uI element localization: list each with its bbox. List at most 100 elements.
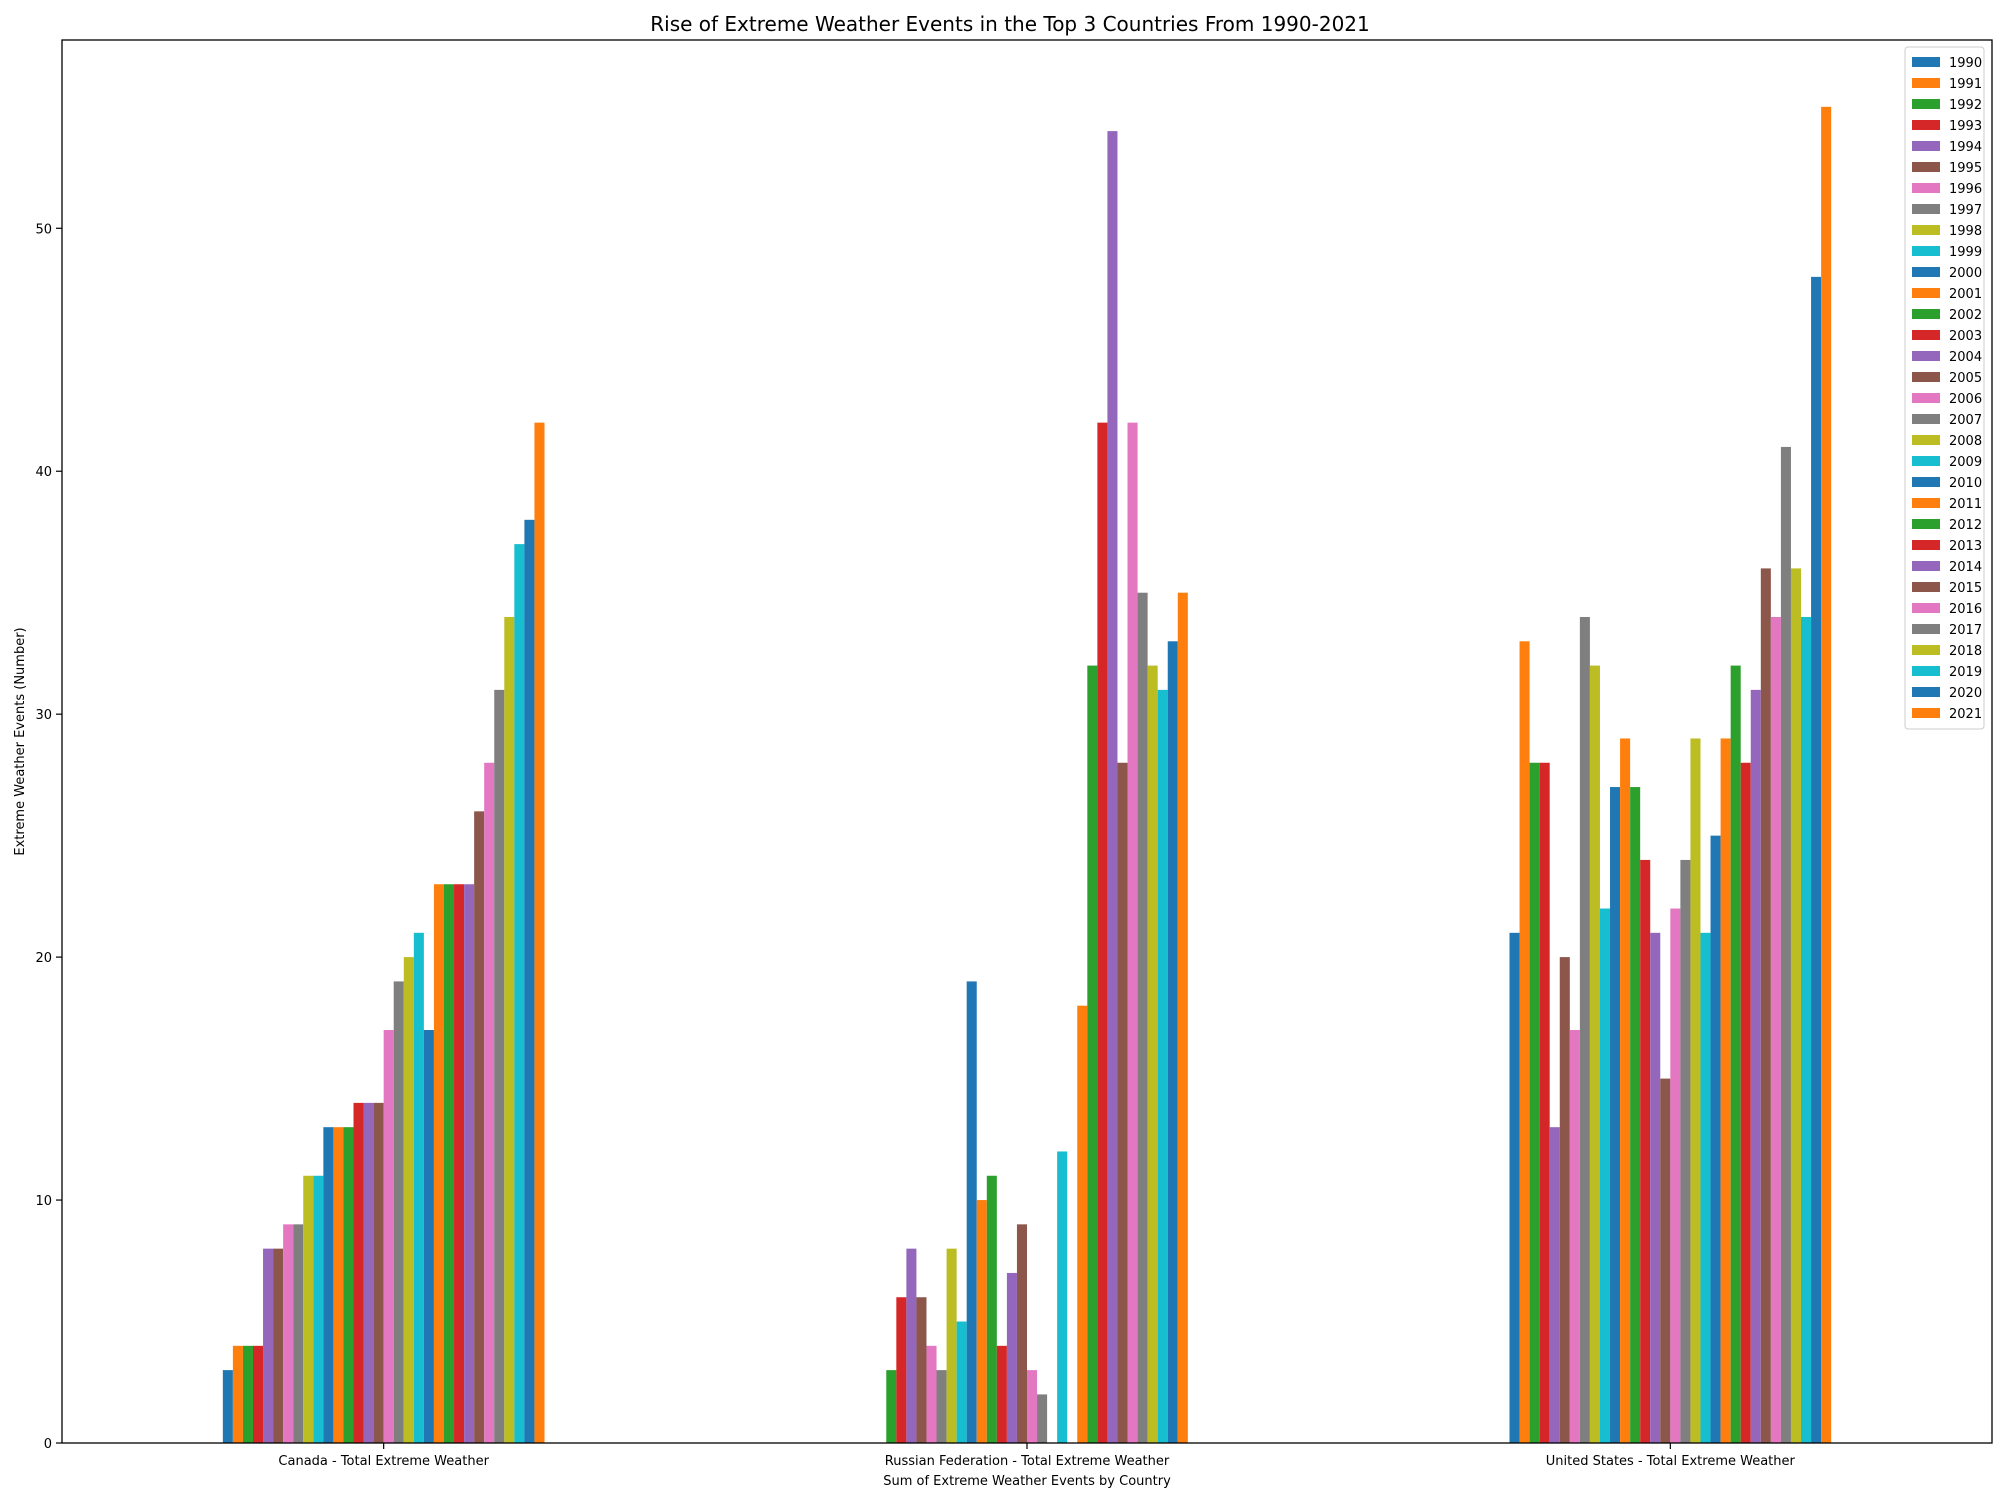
bar-1992-2 (1530, 763, 1540, 1443)
bar-2019-1 (1158, 690, 1168, 1443)
legend-label-2017: 2017 (1949, 623, 1982, 638)
bar-1996-0 (283, 1224, 293, 1443)
legend-label-2009: 2009 (1949, 455, 1982, 470)
bar-1998-2 (1590, 666, 1600, 1443)
bar-2021-2 (1821, 107, 1831, 1443)
bar-2014-0 (464, 884, 474, 1443)
bar-1998-1 (947, 1249, 957, 1443)
bar-2019-2 (1801, 617, 1811, 1443)
bar-1992-1 (886, 1370, 896, 1443)
y-tick-label: 0 (44, 1437, 52, 1452)
legend-swatch-2021 (1912, 708, 1940, 718)
legend-label-2005: 2005 (1949, 371, 1982, 386)
legend-swatch-2018 (1912, 645, 1940, 655)
legend-label-2002: 2002 (1949, 308, 1982, 323)
bar-2012-1 (1087, 666, 1097, 1443)
legend-swatch-2013 (1912, 540, 1940, 550)
bar-1998-0 (303, 1176, 313, 1443)
bar-2007-1 (1037, 1394, 1047, 1443)
legend-label-2000: 2000 (1949, 266, 1982, 281)
legend-label-2014: 2014 (1949, 560, 1982, 575)
y-axis-label: Extreme Weather Events (Number) (13, 627, 28, 855)
legend-label-1993: 1993 (1949, 119, 1982, 134)
bar-2001-0 (333, 1127, 343, 1443)
y-axis: 0 10 20 30 40 50 (35, 222, 62, 1452)
bar-2020-0 (524, 520, 534, 1443)
bar-2002-1 (987, 1176, 997, 1443)
bar-2017-1 (1138, 593, 1148, 1443)
legend-label-2006: 2006 (1949, 392, 1982, 407)
legend-label-1992: 1992 (1949, 98, 1982, 113)
bar-2002-2 (1630, 787, 1640, 1443)
legend-swatch-1998 (1912, 225, 1940, 235)
legend-swatch-2009 (1912, 456, 1940, 466)
bar-2017-2 (1781, 447, 1791, 1443)
bar-2021-1 (1178, 593, 1188, 1443)
bar-2015-0 (474, 811, 484, 1443)
legend-label-2013: 2013 (1949, 539, 1982, 554)
bar-1999-0 (313, 1176, 323, 1443)
legend-swatch-2015 (1912, 582, 1940, 592)
legend-label-2007: 2007 (1949, 413, 1982, 428)
bar-1997-2 (1580, 617, 1590, 1443)
bar-2015-2 (1761, 568, 1771, 1443)
bar-2011-0 (434, 884, 444, 1443)
bar-2018-1 (1148, 666, 1158, 1443)
legend-swatch-2002 (1912, 309, 1940, 319)
bar-2002-0 (343, 1127, 353, 1443)
legend-label-1994: 1994 (1949, 140, 1982, 155)
bar-2005-2 (1660, 1079, 1670, 1443)
y-tick-label: 20 (35, 951, 52, 966)
bar-2007-0 (394, 981, 404, 1443)
bar-1999-2 (1600, 909, 1610, 1443)
legend-label-1990: 1990 (1949, 56, 1982, 71)
bar-2005-1 (1017, 1224, 1027, 1443)
bar-2016-1 (1128, 423, 1138, 1443)
bar-1991-0 (233, 1346, 243, 1443)
bar-2007-2 (1680, 860, 1690, 1443)
legend-label-2021: 2021 (1949, 707, 1982, 722)
bar-1992-0 (243, 1346, 253, 1443)
legend-label-2016: 2016 (1949, 602, 1982, 617)
bar-2004-0 (364, 1103, 374, 1443)
legend-label-1991: 1991 (1949, 77, 1982, 92)
legend-swatch-2008 (1912, 435, 1940, 445)
bar-1990-0 (223, 1370, 233, 1443)
bar-2010-2 (1711, 836, 1721, 1443)
legend-swatch-2007 (1912, 414, 1940, 424)
bar-2003-1 (997, 1346, 1007, 1443)
chart-title: Rise of Extreme Weather Events in the To… (650, 12, 1370, 36)
bar-2019-0 (514, 544, 524, 1443)
legend-swatch-2010 (1912, 477, 1940, 487)
legend-swatch-2012 (1912, 519, 1940, 529)
bar-1993-1 (896, 1297, 906, 1443)
legend-label-2018: 2018 (1949, 644, 1982, 659)
legend-label-2003: 2003 (1949, 329, 1982, 344)
bar-2018-0 (504, 617, 514, 1443)
bar-2018-2 (1791, 568, 1801, 1443)
bar-2016-0 (484, 763, 494, 1443)
legend: 1990199119921993199419951996199719981999… (1905, 47, 1984, 729)
bar-2000-1 (967, 981, 977, 1443)
legend-swatch-2011 (1912, 498, 1940, 508)
bar-2006-0 (384, 1030, 394, 1443)
y-tick-label: 10 (35, 1194, 52, 1209)
bar-2017-0 (494, 690, 504, 1443)
legend-label-1998: 1998 (1949, 224, 1982, 239)
legend-swatch-1994 (1912, 141, 1940, 151)
y-tick-label: 30 (35, 708, 52, 723)
bar-1995-1 (916, 1297, 926, 1443)
x-axis-label: Sum of Extreme Weather Events by Country (883, 1474, 1171, 1489)
bar-2005-0 (374, 1103, 384, 1443)
legend-label-2015: 2015 (1949, 581, 1982, 596)
legend-label-2020: 2020 (1949, 686, 1982, 701)
legend-label-1999: 1999 (1949, 245, 1982, 260)
bar-2012-2 (1731, 666, 1741, 1443)
bar-2003-2 (1640, 860, 1650, 1443)
legend-swatch-2006 (1912, 393, 1940, 403)
legend-swatch-1995 (1912, 162, 1940, 172)
bar-1993-2 (1540, 763, 1550, 1443)
bar-2013-1 (1097, 423, 1107, 1443)
bars-group (223, 107, 1831, 1443)
bar-2014-2 (1751, 690, 1761, 1443)
